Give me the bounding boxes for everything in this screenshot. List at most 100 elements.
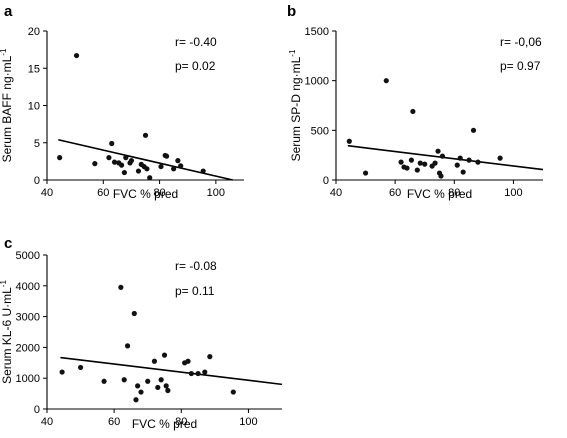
data-point bbox=[77, 364, 84, 371]
y-tick-label: 0 bbox=[323, 175, 329, 187]
y-axis-title: Serum KL-6 U·mL-1 bbox=[0, 280, 14, 384]
y-tick-label: 5000 bbox=[16, 250, 40, 262]
data-point bbox=[158, 163, 164, 170]
panel-letter: b bbox=[287, 3, 296, 20]
regression-line bbox=[60, 356, 283, 386]
x-tick-label: 100 bbox=[504, 187, 522, 199]
data-point bbox=[383, 78, 389, 84]
x-tick-label: 100 bbox=[239, 416, 257, 428]
y-tick-label: 1500 bbox=[305, 26, 329, 38]
data-point bbox=[200, 168, 206, 174]
y-tick-label: 15 bbox=[28, 63, 40, 75]
data-point bbox=[109, 140, 115, 147]
data-point bbox=[497, 155, 503, 161]
p-value: p= 0.97 bbox=[500, 59, 541, 73]
data-point bbox=[158, 377, 164, 383]
data-point bbox=[101, 378, 107, 384]
y-tick-label: 0 bbox=[34, 175, 40, 187]
data-point bbox=[435, 148, 441, 154]
data-point bbox=[460, 169, 466, 175]
y-axis-title-superscript: -1 bbox=[288, 49, 297, 57]
regression-line bbox=[347, 144, 544, 171]
x-tick-label: 40 bbox=[41, 416, 53, 428]
data-point bbox=[438, 173, 444, 179]
data-point bbox=[106, 155, 112, 161]
x-tick-label: 80 bbox=[153, 187, 165, 199]
data-point bbox=[161, 352, 168, 358]
data-point bbox=[151, 358, 158, 364]
y-axis-title-main: Serum SP-D ng·mL bbox=[289, 56, 303, 161]
correlation-r: r= -0,06 bbox=[500, 35, 542, 49]
data-point bbox=[346, 138, 352, 144]
data-point bbox=[408, 157, 415, 163]
x-tick-label: 80 bbox=[175, 416, 187, 428]
data-point bbox=[439, 153, 446, 159]
data-point bbox=[138, 389, 144, 395]
data-point bbox=[163, 383, 169, 389]
panel-b: b 0 500 1000 1500 40 60 80 100 FVC % pred Serum SP… bbox=[287, 3, 544, 201]
data-point bbox=[454, 162, 460, 168]
y-tick-label: 2000 bbox=[16, 342, 40, 354]
data-point bbox=[135, 168, 142, 174]
y-axis-title: Serum SP-D ng·mL-1 bbox=[288, 49, 303, 161]
correlation-r: r= -0.08 bbox=[175, 259, 217, 273]
y-axis-title-superscript: -1 bbox=[0, 280, 8, 288]
y-tick-label: 0 bbox=[34, 404, 40, 416]
y-tick-label: 3000 bbox=[16, 312, 40, 324]
x-tick-label: 100 bbox=[207, 187, 225, 199]
data-point bbox=[410, 108, 416, 115]
x-tick-label: 60 bbox=[108, 416, 120, 428]
data-point bbox=[111, 159, 118, 165]
data-point bbox=[362, 170, 369, 176]
y-tick-label: 10 bbox=[28, 101, 40, 113]
data-point bbox=[398, 159, 404, 165]
y-tick-label: 1000 bbox=[305, 76, 329, 88]
data-point bbox=[124, 343, 131, 349]
data-point bbox=[121, 377, 127, 383]
y-tick-label: 4000 bbox=[16, 281, 40, 293]
y-axis-title-main: Serum BAFF ng·mL bbox=[0, 55, 14, 162]
x-tick-label: 40 bbox=[330, 187, 342, 199]
p-value: p= 0.11 bbox=[175, 284, 215, 298]
data-point bbox=[73, 52, 80, 59]
data-point bbox=[155, 384, 161, 391]
data-point bbox=[475, 159, 481, 165]
x-axis-title: FVC % pred bbox=[407, 187, 472, 201]
panel-letter: a bbox=[4, 3, 13, 20]
data-point bbox=[188, 370, 194, 377]
data-point bbox=[175, 158, 181, 164]
data-point bbox=[128, 158, 135, 164]
data-point bbox=[470, 127, 477, 133]
data-point bbox=[92, 161, 98, 167]
data-point bbox=[417, 160, 423, 166]
data-point bbox=[185, 358, 191, 364]
data-point bbox=[145, 378, 151, 384]
data-point bbox=[121, 169, 127, 176]
p-value: p= 0.02 bbox=[175, 59, 216, 73]
y-tick-label: 5 bbox=[34, 138, 40, 150]
x-tick-label: 40 bbox=[41, 187, 53, 199]
data-point bbox=[230, 389, 236, 395]
y-axis-title-main: Serum KL-6 U·mL bbox=[0, 287, 14, 384]
data-point bbox=[432, 160, 438, 166]
panel-letter: c bbox=[4, 235, 12, 252]
data-point bbox=[59, 369, 65, 375]
data-point bbox=[147, 175, 153, 181]
y-tick-label: 20 bbox=[28, 26, 40, 38]
data-point bbox=[135, 383, 141, 389]
data-point bbox=[118, 162, 125, 168]
panel-c: c 0 1000 2000 3000 4000 5000 40 60 80 100 FVC % pre… bbox=[0, 235, 283, 431]
correlation-r: r= -0.40 bbox=[175, 35, 217, 49]
x-axis-title: FVC % pred bbox=[113, 187, 178, 201]
data-point bbox=[202, 369, 208, 375]
data-point bbox=[414, 167, 420, 173]
data-point bbox=[178, 163, 184, 169]
x-axis-title: FVC % pred bbox=[132, 417, 197, 431]
y-tick-label: 500 bbox=[311, 125, 329, 137]
x-tick-label: 60 bbox=[97, 187, 109, 199]
data-point bbox=[123, 155, 129, 161]
data-point bbox=[466, 157, 472, 163]
data-point bbox=[144, 166, 150, 172]
data-point bbox=[195, 370, 201, 377]
